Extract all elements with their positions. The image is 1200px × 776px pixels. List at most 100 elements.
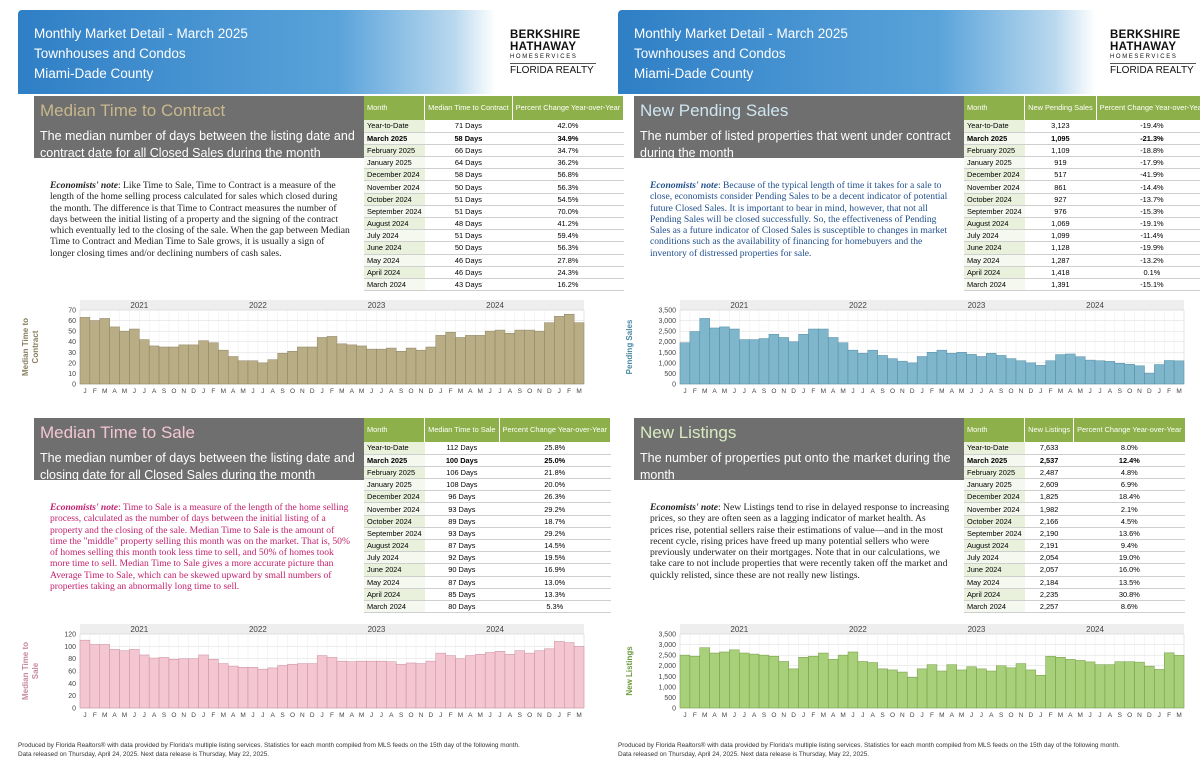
brokerage-logo: BERKSHIRE HATHAWAY HOMESERVICES FLORIDA … xyxy=(1110,29,1196,77)
month-label: A xyxy=(1068,388,1073,395)
property-type: Townhouses and Condos xyxy=(634,46,786,61)
bar xyxy=(425,660,437,709)
month-label: N xyxy=(300,388,305,395)
bar xyxy=(956,669,967,709)
y-tick-label: 10 xyxy=(68,371,76,378)
table-row: December 2024 517 -41.9% xyxy=(964,168,1200,182)
month-label: S xyxy=(999,712,1004,719)
bar xyxy=(778,337,789,385)
bar xyxy=(1055,657,1066,709)
bar xyxy=(818,652,829,709)
table-header: Month Median Time to Sale Percent Change Y… xyxy=(364,418,612,442)
bar xyxy=(573,646,585,709)
month-label: S xyxy=(1118,712,1123,719)
property-type: Townhouses and Condos xyxy=(34,46,186,61)
table-cell: 18.4% xyxy=(1073,490,1186,504)
month-label: D xyxy=(428,388,433,395)
month-label: A xyxy=(950,712,955,719)
table-row: August 2024 87 Days 14.5% xyxy=(364,539,611,553)
table-cell: January 2025 xyxy=(964,156,1025,170)
bar xyxy=(926,352,938,385)
footer: Produced by Florida Realtors® with data … xyxy=(18,741,600,759)
month-label: J xyxy=(439,712,442,719)
table-cell: 976 xyxy=(1024,205,1097,219)
bar xyxy=(237,360,249,385)
table-cell: March 2025 xyxy=(364,132,425,145)
bar xyxy=(524,652,535,709)
y-tick-label: 120 xyxy=(64,632,76,639)
month-label: N xyxy=(537,388,542,395)
month-label: M xyxy=(1078,712,1083,719)
table-row: June 2024 50 Days 56.3% xyxy=(364,241,624,255)
bar xyxy=(699,318,710,385)
bar xyxy=(1144,665,1155,709)
table-cell: 29.2% xyxy=(499,502,611,516)
title-bar: Median Time to Contract The median number… xyxy=(34,96,364,160)
bar xyxy=(798,657,809,709)
month-label: M xyxy=(1058,712,1063,719)
month-label: F xyxy=(449,712,453,719)
month-label: J xyxy=(143,712,146,719)
month-label: M xyxy=(458,712,463,719)
month-label: J xyxy=(558,388,561,395)
table-cell: 2,609 xyxy=(1024,478,1074,492)
y-tick-label: 2,000 xyxy=(658,339,676,346)
month-label: A xyxy=(752,712,757,719)
bar xyxy=(1005,358,1017,385)
section-title: New Pending Sales xyxy=(640,101,789,120)
month-label: M xyxy=(576,712,581,719)
section-description: The number of listed properties that wen… xyxy=(640,129,951,160)
y-tick-label: 3,500 xyxy=(658,632,676,639)
table-cell: 1,109 xyxy=(1024,144,1097,158)
y-tick-label: 1,500 xyxy=(658,674,676,681)
bar xyxy=(218,663,229,709)
footer-source: Produced by Florida Realtors® with data … xyxy=(618,742,1120,749)
bar xyxy=(227,356,239,385)
note-lead: Economists' note xyxy=(650,502,718,513)
table-cell: August 2024 xyxy=(364,539,425,553)
month-label: D xyxy=(910,712,915,719)
table-cell: Year-to-Date xyxy=(964,120,1025,133)
table-cell: March 2024 xyxy=(964,278,1025,292)
bar xyxy=(376,348,387,385)
column-header: Median Time to Contract xyxy=(424,96,513,120)
table-row: January 2025 919 -17.9% xyxy=(964,156,1200,170)
table-cell: 1,128 xyxy=(1024,241,1097,255)
bar xyxy=(494,651,506,709)
bar xyxy=(267,359,278,385)
month-label: A xyxy=(112,712,117,719)
y-tick-label: 1,000 xyxy=(658,684,676,691)
bar xyxy=(946,664,957,709)
column-header: Month xyxy=(364,418,426,442)
note-text: : New Listings tend to rise in delayed r… xyxy=(650,502,950,581)
table-cell: February 2025 xyxy=(964,466,1025,480)
bar xyxy=(475,654,486,709)
bar xyxy=(1173,655,1185,709)
year-label: 2024 xyxy=(486,625,504,634)
bar xyxy=(287,663,298,709)
table-cell: April 2024 xyxy=(964,266,1025,279)
bar xyxy=(788,668,799,709)
table-row: March 2024 43 Days 16.2% xyxy=(364,278,624,292)
column-header: Percent Change Year-over-Year xyxy=(499,418,612,442)
table-cell: May 2024 xyxy=(364,576,425,589)
bar xyxy=(415,349,427,385)
table-cell: 29.2% xyxy=(499,527,611,541)
svg-text:Sale: Sale xyxy=(31,662,40,679)
month-label: F xyxy=(811,388,815,395)
month-label: F xyxy=(567,388,571,395)
table-cell: June 2024 xyxy=(364,241,425,255)
bar xyxy=(386,347,397,385)
month-label: F xyxy=(211,712,215,719)
table-row: October 2024 927 -13.7% xyxy=(964,193,1200,206)
month-label: J xyxy=(380,712,383,719)
table-cell: 18.7% xyxy=(499,515,611,528)
month-label: O xyxy=(290,712,295,719)
month-label: A xyxy=(1108,388,1113,395)
month-label: J xyxy=(133,388,136,395)
month-label: S xyxy=(162,712,167,719)
year-label: 2021 xyxy=(130,625,148,634)
month-label: N xyxy=(1137,712,1142,719)
title-bar: Median Time to Sale The median number of … xyxy=(34,418,364,482)
bar xyxy=(573,322,585,385)
